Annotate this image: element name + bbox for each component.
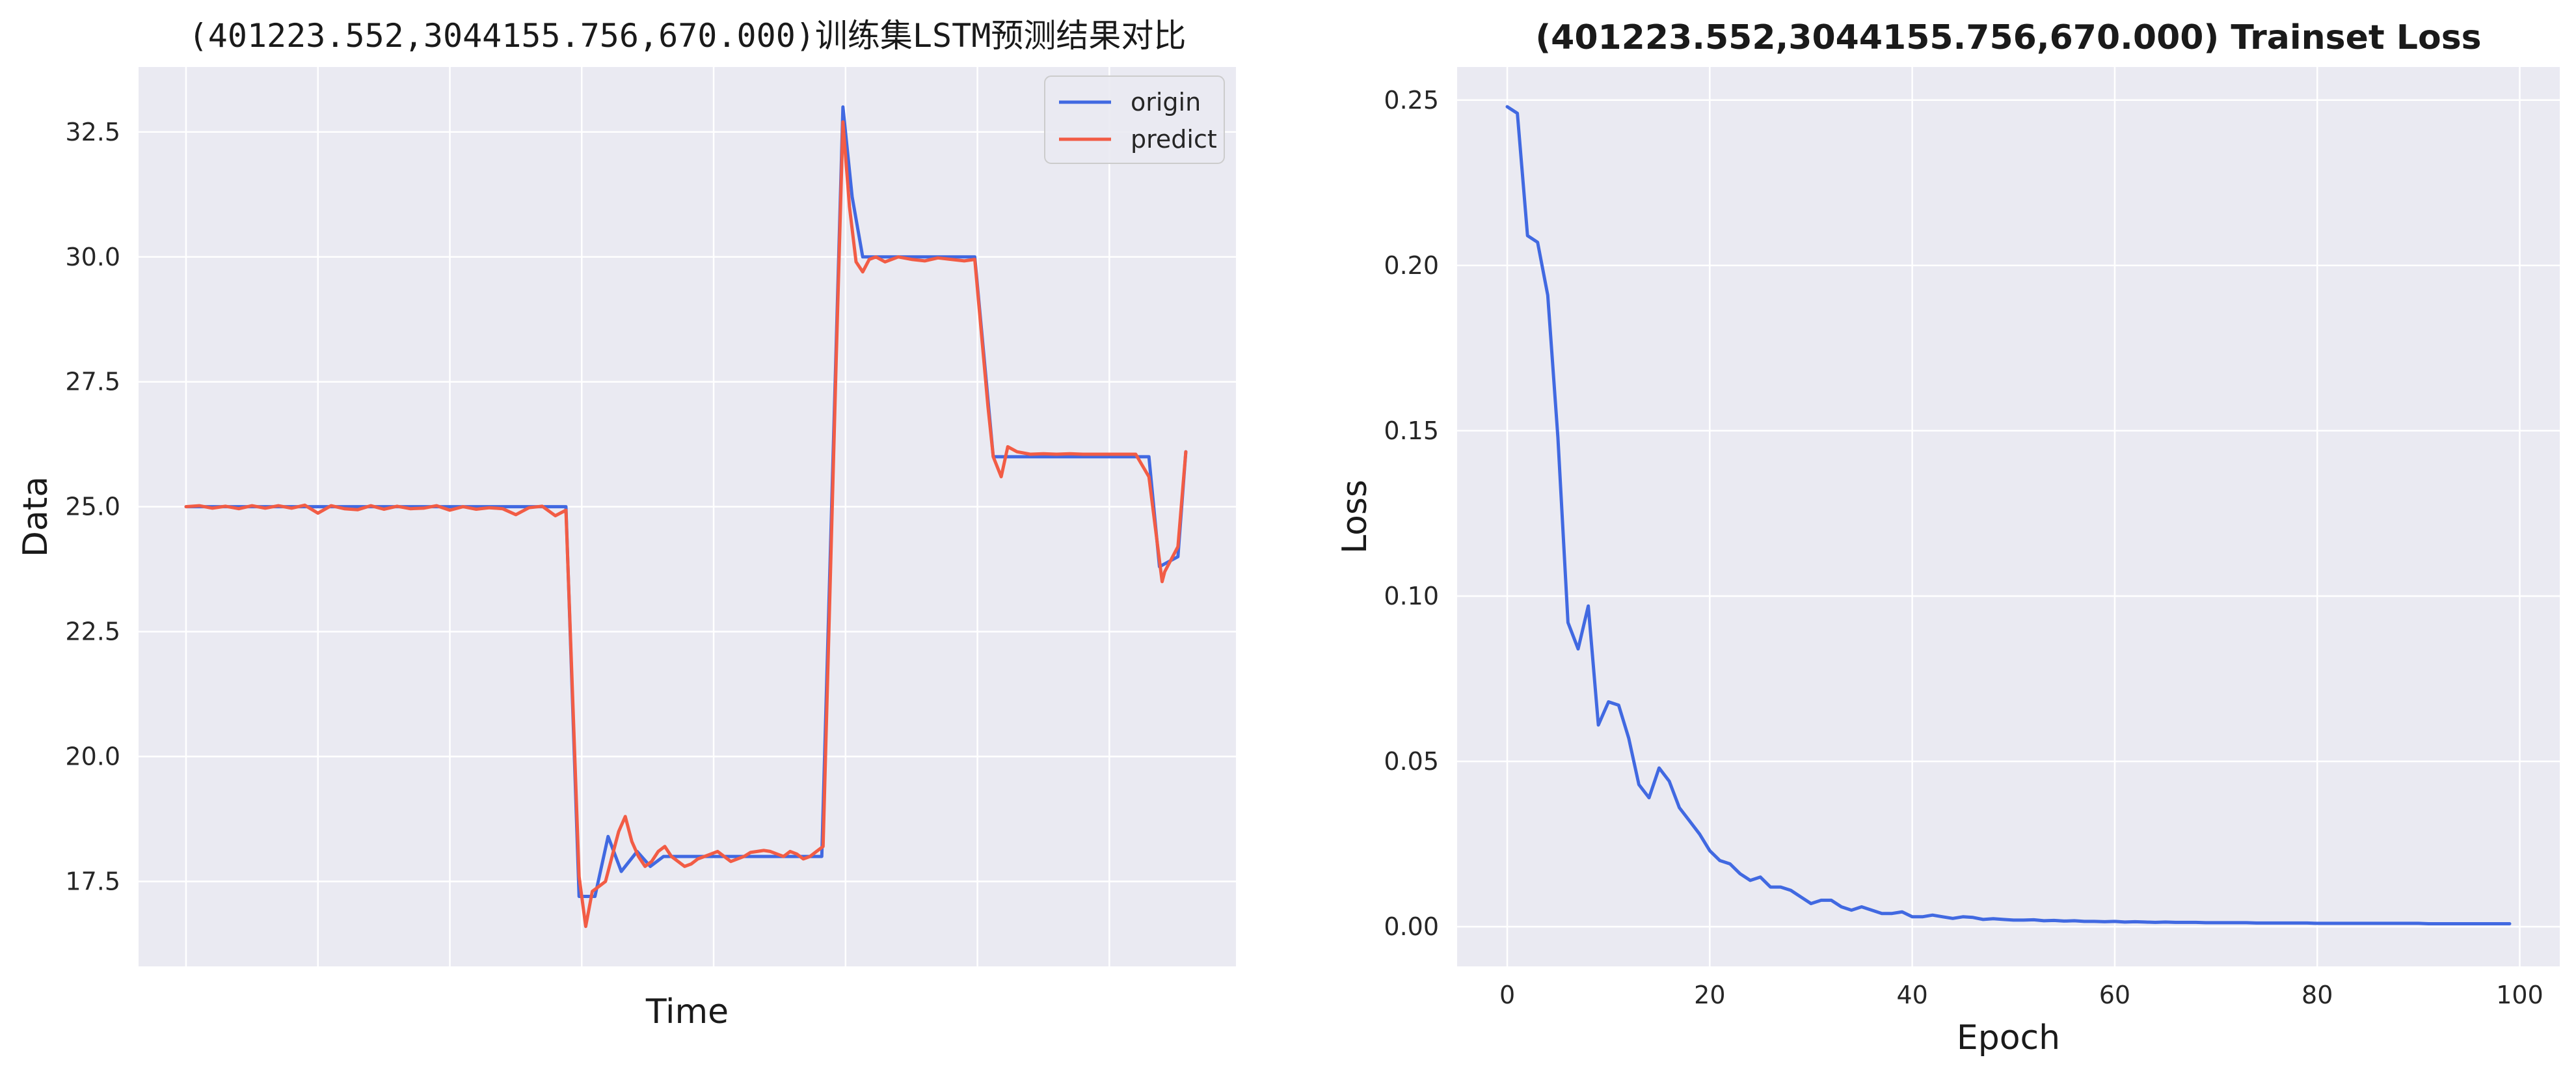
series-line-predict xyxy=(184,120,1188,929)
legend-label-predict: predict xyxy=(1131,125,1217,154)
legend-box xyxy=(1044,75,1225,164)
plot-area xyxy=(1457,67,2560,966)
y-tick-label: 0.05 xyxy=(1384,747,1439,776)
series-lines xyxy=(1505,105,2512,925)
chart-title: (401223.552,3044155.756,670.000) Trainse… xyxy=(1535,18,2481,57)
y-tick-label: 0.20 xyxy=(1384,251,1439,280)
series-lines xyxy=(184,105,1188,929)
y-tick-labels: 17.5 20.0 22.5 25.0 27.5 30.0 32.5 xyxy=(65,118,120,896)
y-tick-label: 25.0 xyxy=(65,493,120,521)
x-tick-label: 40 xyxy=(1896,981,1927,1009)
plot-area xyxy=(139,67,1236,966)
y-tick-label: 27.5 xyxy=(65,368,120,396)
x-tick-labels: 0 20 40 60 80 100 xyxy=(1499,981,2543,1009)
x-tick-label: 60 xyxy=(2099,981,2130,1009)
y-tick-label: 32.5 xyxy=(65,118,120,146)
y-tick-label: 20.0 xyxy=(65,743,120,771)
legend-label-origin: origin xyxy=(1131,88,1201,116)
y-tick-labels: 0.00 0.05 0.10 0.15 0.20 0.25 xyxy=(1384,86,1439,941)
gridlines xyxy=(1457,67,2560,966)
x-tick-label: 80 xyxy=(2301,981,2333,1009)
y-tick-label: 30.0 xyxy=(65,243,120,271)
y-tick-label: 0.15 xyxy=(1384,416,1439,445)
series-line-origin xyxy=(184,105,1188,898)
y-axis-label: Data xyxy=(16,476,55,557)
x-tick-label: 100 xyxy=(2496,981,2543,1009)
x-tick-label: 0 xyxy=(1499,981,1515,1009)
chart-title: (401223.552,3044155.756,670.000)训练集LSTM预… xyxy=(189,17,1187,55)
x-axis-label: Epoch xyxy=(1957,1018,2060,1057)
series-line-loss xyxy=(1505,105,2512,925)
y-tick-label: 0.00 xyxy=(1384,912,1439,941)
trainset-loss-chart: 0.00 0.05 0.10 0.15 0.20 0.25 0 20 40 60 80 100 (4… xyxy=(1335,18,2560,1057)
y-tick-label: 0.10 xyxy=(1384,582,1439,610)
legend: origin predict xyxy=(1044,75,1225,164)
y-tick-label: 22.5 xyxy=(65,618,120,646)
y-axis-label: Loss xyxy=(1335,480,1375,554)
y-tick-label: 0.25 xyxy=(1384,86,1439,115)
y-tick-label: 17.5 xyxy=(65,867,120,895)
x-axis-label: Time xyxy=(645,992,729,1031)
x-tick-label: 20 xyxy=(1694,981,1725,1009)
prediction-comparison-chart: 17.5 20.0 22.5 25.0 27.5 30.0 32.5 (401223.552… xyxy=(16,17,1236,1031)
